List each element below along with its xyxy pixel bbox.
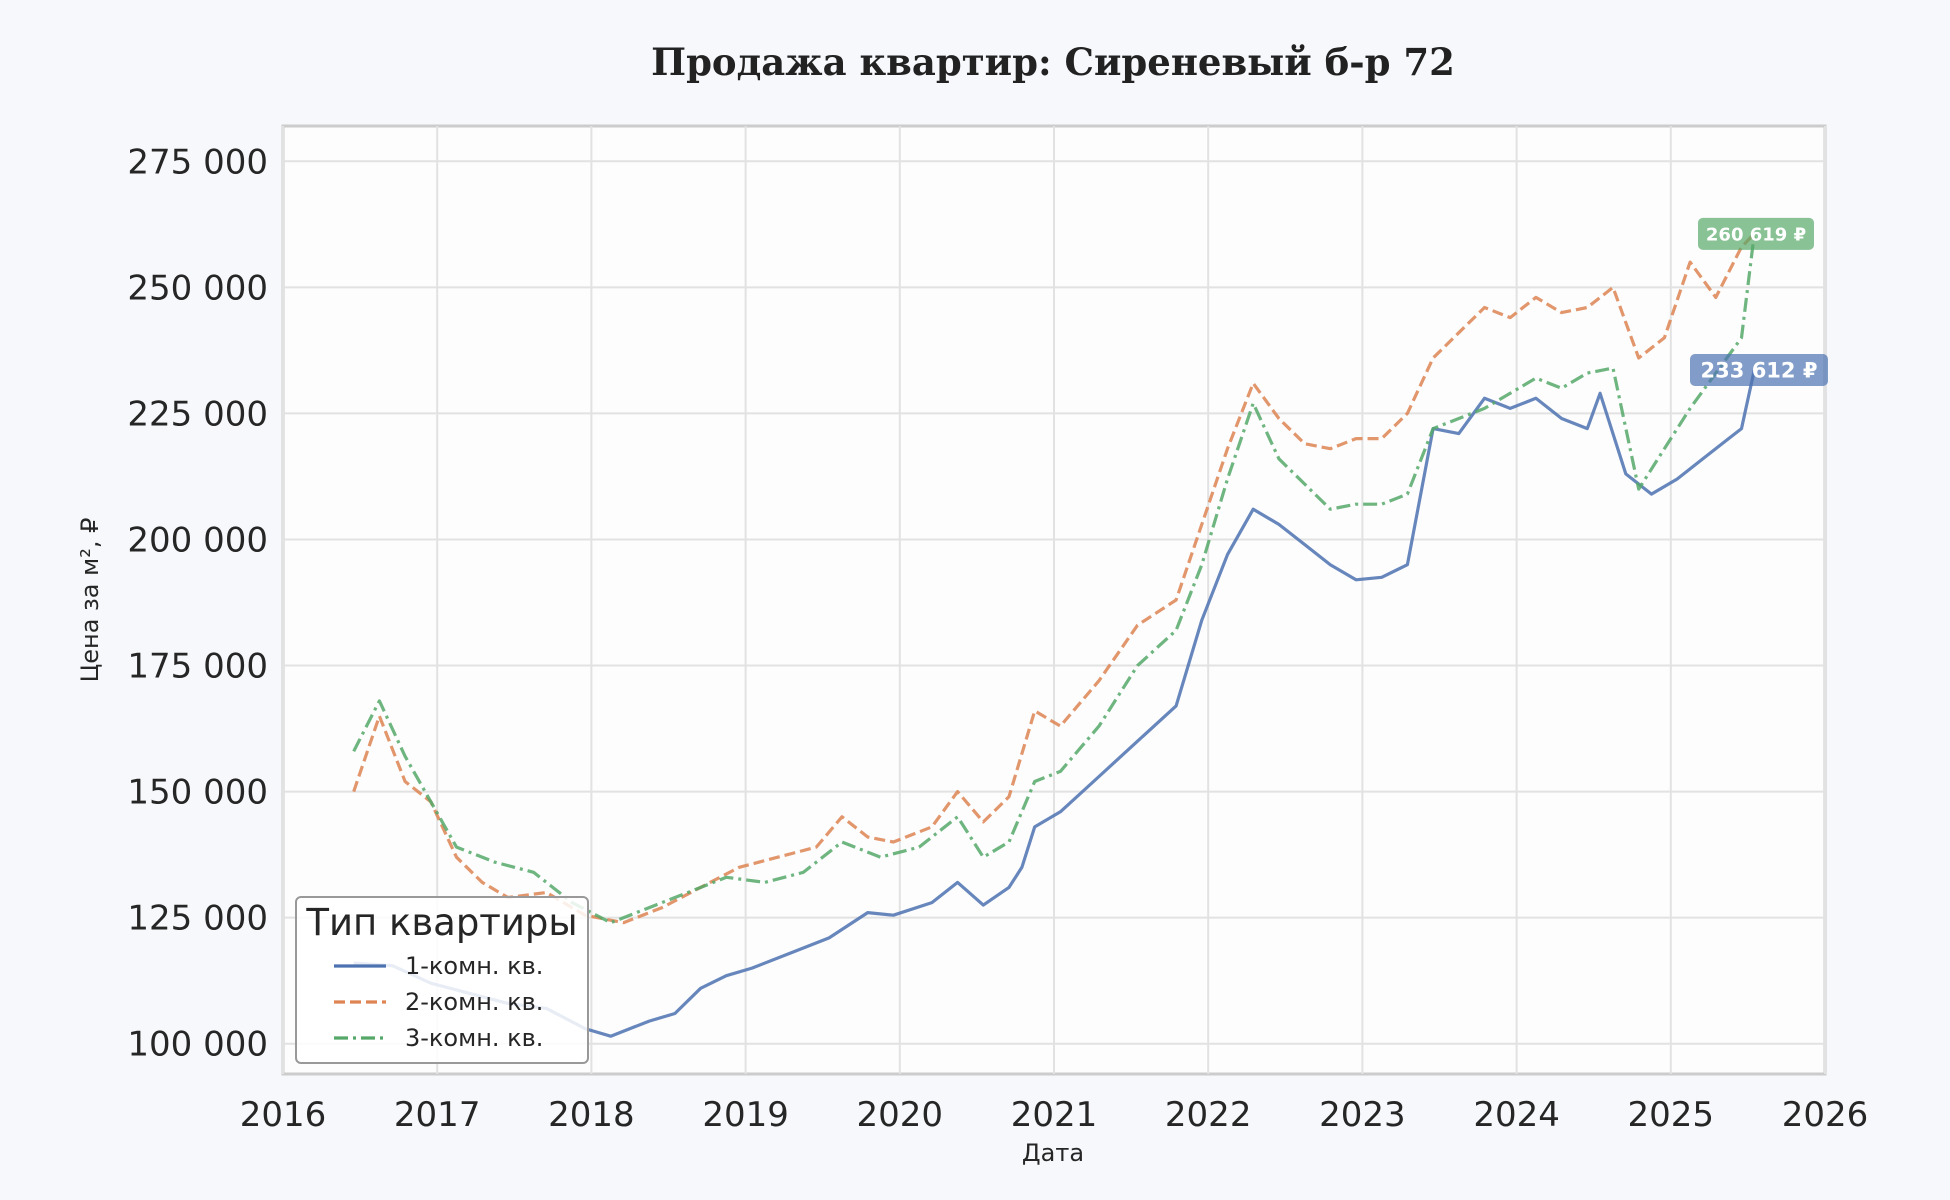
y-tick-label: 175 000 (127, 647, 268, 687)
series-line-1 (353, 369, 1756, 1038)
chart-title: Продажа квартир: Сиреневый б-р 72 (651, 40, 1455, 84)
end-value-label: 233 612 ₽ (1701, 359, 1818, 383)
y-tick-label: 275 000 (127, 142, 268, 182)
legend-title: Тип квартиры (305, 901, 577, 944)
end-label-box (1698, 217, 1814, 250)
series-lines (352, 232, 1756, 1038)
x-tick-label: 2020 (857, 1095, 944, 1135)
x-tick-label: 2023 (1319, 1095, 1406, 1135)
legend-label: 2-комн. кв. (405, 988, 543, 1016)
x-axis-label: Дата (1022, 1139, 1084, 1167)
x-tick-label: 2021 (1011, 1095, 1098, 1135)
end-value-labels: 233 612 ₽ 260 619 ₽ (1690, 217, 1828, 386)
x-tick-label: 2024 (1473, 1095, 1560, 1135)
end-value-label: 260 619 ₽ (1706, 224, 1806, 245)
y-axis-label: Цена за м², ₽ (76, 518, 104, 683)
series-line-3 (352, 233, 1756, 925)
y-tick-label: 225 000 (127, 394, 268, 434)
series-line-2 (352, 232, 1756, 925)
x-tick-label: 2022 (1165, 1095, 1252, 1135)
y-tick-labels: 100 000 125 000 150 000 175 000 200 000 225 0… (127, 142, 268, 1064)
y-tick-label: 100 000 (127, 1025, 268, 1065)
legend-label: 1-комн. кв. (405, 952, 543, 980)
x-tick-label: 2026 (1782, 1095, 1869, 1135)
legend-label: 3-комн. кв. (405, 1024, 543, 1052)
x-tick-label: 2025 (1628, 1095, 1715, 1135)
y-tick-label: 150 000 (127, 773, 268, 813)
legend-box (295, 896, 589, 1064)
x-tick-label: 2019 (702, 1095, 789, 1135)
x-tick-label: 2018 (548, 1095, 635, 1135)
legend: Тип квартиры 1-комн. кв. 2-комн. кв. 3-ком… (295, 896, 589, 1064)
y-tick-label: 250 000 (127, 268, 268, 308)
x-tick-label: 2017 (394, 1095, 481, 1135)
y-tick-label: 200 000 (127, 520, 268, 560)
x-tick-label: 2016 (240, 1095, 327, 1135)
x-tick-labels: 2016 2017 2018 2019 2020 2021 2022 2023 2024 2025… (240, 1095, 1869, 1135)
end-label-box (1690, 353, 1828, 386)
y-tick-label: 125 000 (127, 899, 268, 939)
